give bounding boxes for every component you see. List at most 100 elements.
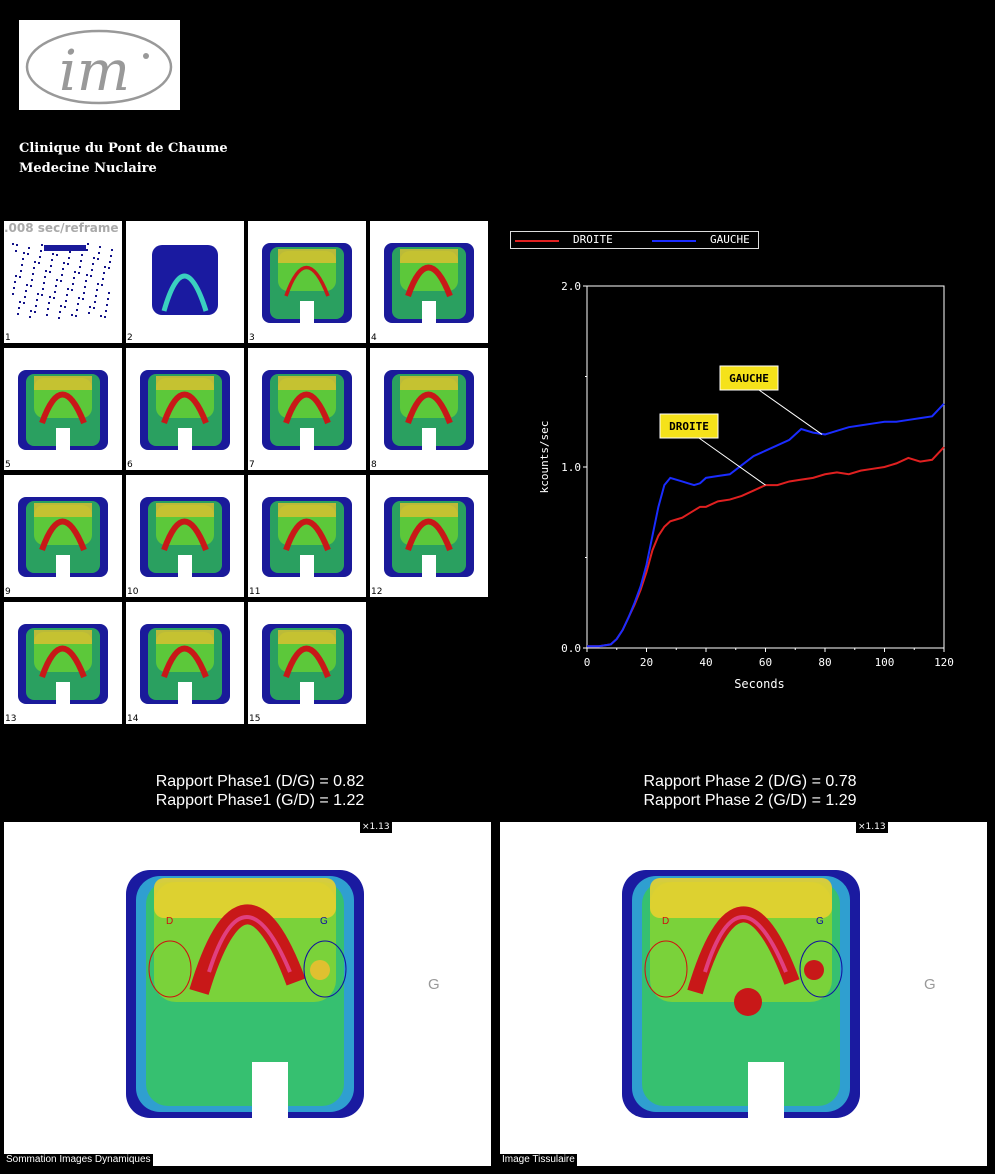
frame-thumbnail: 9 xyxy=(4,475,122,597)
side-orientation-label: G xyxy=(428,976,440,993)
frame-number: 15 xyxy=(249,714,261,724)
frame-number: 9 xyxy=(5,587,11,597)
tissue-image-panel: D G G Image Tissulaire xyxy=(500,822,987,1166)
legend-gauche-label: GAUCHE xyxy=(710,233,750,246)
frame-thumbnail: 11 xyxy=(248,475,366,597)
summation-image-panel: D G G Sommation Images Dynamiques xyxy=(4,822,491,1166)
logo-graphic: im xyxy=(25,29,173,105)
frame-number: 6 xyxy=(127,460,133,470)
frame-thumbnail: 5 xyxy=(4,348,122,470)
roi-right-ellipse xyxy=(644,940,688,998)
frame-number: 11 xyxy=(249,587,261,597)
frame-image xyxy=(384,243,474,325)
frame-thumbnail: 3 xyxy=(248,221,366,343)
annotation-label: DROITE xyxy=(669,420,709,433)
plot-frame xyxy=(586,285,945,649)
frame-number: 4 xyxy=(371,333,377,343)
frame-thumbnail: 8 xyxy=(370,348,488,470)
annotation-box xyxy=(719,365,779,391)
frame-number: 13 xyxy=(5,714,17,724)
y-tick-label: 0.0 xyxy=(561,642,581,655)
roi-left-ellipse xyxy=(799,940,843,998)
clinic-name: Clinique du Pont de Chaume xyxy=(19,141,228,156)
tissue-zoom-label: ×1.13 xyxy=(856,822,888,833)
frame-thumbnail: 7 xyxy=(248,348,366,470)
summation-caption: Sommation Images Dynamiques xyxy=(4,1154,153,1166)
frame-image xyxy=(262,497,352,579)
x-axis-label: Seconds xyxy=(734,677,785,691)
phase1-ratios: Rapport Phase1 (D/G) = 0.82 Rapport Phas… xyxy=(80,772,440,810)
x-tick-label: 120 xyxy=(934,656,954,669)
x-tick-label: 0 xyxy=(584,656,591,669)
roi-d-label: D xyxy=(166,916,173,927)
annotation-box xyxy=(659,413,719,439)
x-tick-label: 40 xyxy=(699,656,712,669)
x-tick-label: 80 xyxy=(818,656,831,669)
vascular-arc xyxy=(687,906,800,995)
frame-image xyxy=(140,497,230,579)
frame-image xyxy=(18,624,108,706)
phase1-gd-ratio: Rapport Phase1 (G/D) = 1.22 xyxy=(155,792,365,809)
tissue-image: D G G xyxy=(622,870,936,1122)
frame-number: 5 xyxy=(5,460,11,470)
frame-image xyxy=(18,497,108,579)
frame-thumbnail: 14 xyxy=(126,602,244,724)
frame-image xyxy=(152,245,218,315)
x-tick-label: 20 xyxy=(640,656,653,669)
frame-thumbnail: 4 xyxy=(370,221,488,343)
series-line-gauche xyxy=(587,402,945,648)
annotation-leader xyxy=(698,437,766,486)
frame-thumbnail: 1 xyxy=(4,221,122,343)
clinic-info: Clinique du Pont de Chaume Medecine Nucl… xyxy=(19,139,228,179)
frame-thumbnail: 13 xyxy=(4,602,122,724)
frame-thumbnail: 2 xyxy=(126,221,244,343)
frame-number: 8 xyxy=(371,460,377,470)
frame-number: 3 xyxy=(249,333,255,343)
frame-image xyxy=(262,243,352,325)
phase1-dg-ratio: Rapport Phase1 (D/G) = 0.82 xyxy=(155,773,365,790)
frame-thumbnail: 15 xyxy=(248,602,366,724)
y-tick-label: 2.0 xyxy=(561,280,581,293)
series-line-droite xyxy=(587,446,945,648)
phase2-gd-ratio: Rapport Phase 2 (G/D) = 1.29 xyxy=(643,792,857,809)
phase2-dg-ratio: Rapport Phase 2 (D/G) = 0.78 xyxy=(643,773,857,790)
y-tick-label: 1.0 xyxy=(561,461,581,474)
frame-thumbnail: 10 xyxy=(126,475,244,597)
frame-number: 10 xyxy=(127,587,139,597)
phase2-ratios: Rapport Phase 2 (D/G) = 0.78 Rapport Pha… xyxy=(570,772,930,810)
frame-image xyxy=(140,624,230,706)
roi-g-label: G xyxy=(320,916,328,927)
annotation-label: GAUCHE xyxy=(729,372,769,385)
side-orientation-label: G xyxy=(924,976,936,993)
frame-number: 14 xyxy=(127,714,139,724)
clinic-logo: im xyxy=(19,20,180,110)
frame-image xyxy=(384,370,474,452)
y-axis-label: kcounts/sec xyxy=(538,421,551,494)
legend-gauche-swatch xyxy=(652,240,696,242)
tissue-caption: Image Tissulaire xyxy=(500,1154,577,1166)
frame-image xyxy=(140,370,230,452)
chart-legend: DROITE GAUCHE xyxy=(510,231,759,249)
legend-droite-label: DROITE xyxy=(573,233,613,246)
frame-number: 2 xyxy=(127,333,133,343)
legend-droite-swatch xyxy=(515,240,559,242)
x-tick-label: 100 xyxy=(875,656,895,669)
roi-left-ellipse xyxy=(303,940,347,998)
frame-number: 1 xyxy=(5,333,11,343)
roi-d-label: D xyxy=(662,916,669,927)
frame-image xyxy=(18,370,108,452)
annotation-leader xyxy=(758,389,823,435)
x-tick-label: 60 xyxy=(759,656,772,669)
frame-rate-label: .008 sec/reframe xyxy=(4,221,119,235)
logo-text: im xyxy=(59,39,130,104)
summation-image: D G G xyxy=(126,870,440,1122)
frame-number: 7 xyxy=(249,460,255,470)
frame-image xyxy=(262,370,352,452)
frame-image xyxy=(12,243,113,319)
department-name: Medecine Nuclaire xyxy=(19,161,157,176)
vascular-arc xyxy=(189,904,306,995)
frame-number: 12 xyxy=(371,587,383,597)
frame-image xyxy=(262,624,352,706)
summation-zoom-label: ×1.13 xyxy=(360,822,392,833)
roi-g-label: G xyxy=(816,916,824,927)
